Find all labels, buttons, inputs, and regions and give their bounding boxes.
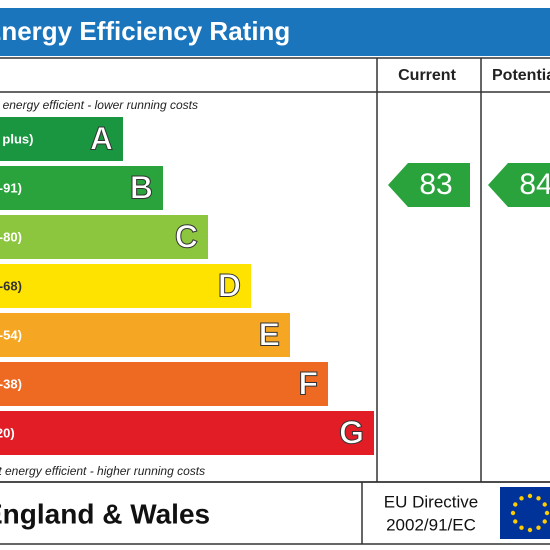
band-range: (69-80) [0,229,22,244]
star [519,525,524,530]
rating-value: 83 [419,168,452,201]
rating-arrow [388,163,470,207]
star [544,510,550,516]
star [513,502,518,507]
eu-flag [500,487,550,539]
band [0,362,328,406]
eu-stars [510,493,550,533]
band-range: (55-68) [0,278,22,293]
band-range: (1-20) [0,425,15,440]
star [519,496,524,501]
region: England & Wales [0,498,210,529]
band-letter: B [130,169,153,205]
band-letter: A [90,120,113,156]
star [513,519,518,524]
band [0,264,251,308]
rating-value: 84 [519,168,550,201]
band-range: (92 plus) [0,131,33,146]
star [536,496,541,501]
band [0,411,374,455]
band [0,215,208,259]
band-letter: F [298,365,318,401]
star [536,525,541,530]
column-header: Current [398,67,456,84]
band-letter: C [175,218,198,254]
bottom-note: Not energy efficient - higher running co… [0,464,205,478]
star [542,519,547,524]
star [542,502,547,507]
star [510,510,516,516]
band [0,117,123,161]
top-note: Very energy efficient - lower running co… [0,98,198,112]
footer-frame [0,481,550,545]
band-range: (21-38) [0,376,22,391]
band-range: (81-91) [0,180,22,195]
column-header: Potential [492,67,550,84]
star [527,493,533,499]
directive: 2002/91/EC [386,515,476,534]
band [0,166,163,210]
star [527,527,533,533]
title: Energy Efficiency Rating [0,16,290,46]
band-letter: D [218,267,241,303]
band [0,313,290,357]
rating-arrow [488,163,550,207]
band-letter: G [339,414,364,450]
directive: EU Directive [384,492,478,511]
band-letter: E [259,316,280,352]
header-bar [0,8,550,56]
band-range: (39-54) [0,327,22,342]
